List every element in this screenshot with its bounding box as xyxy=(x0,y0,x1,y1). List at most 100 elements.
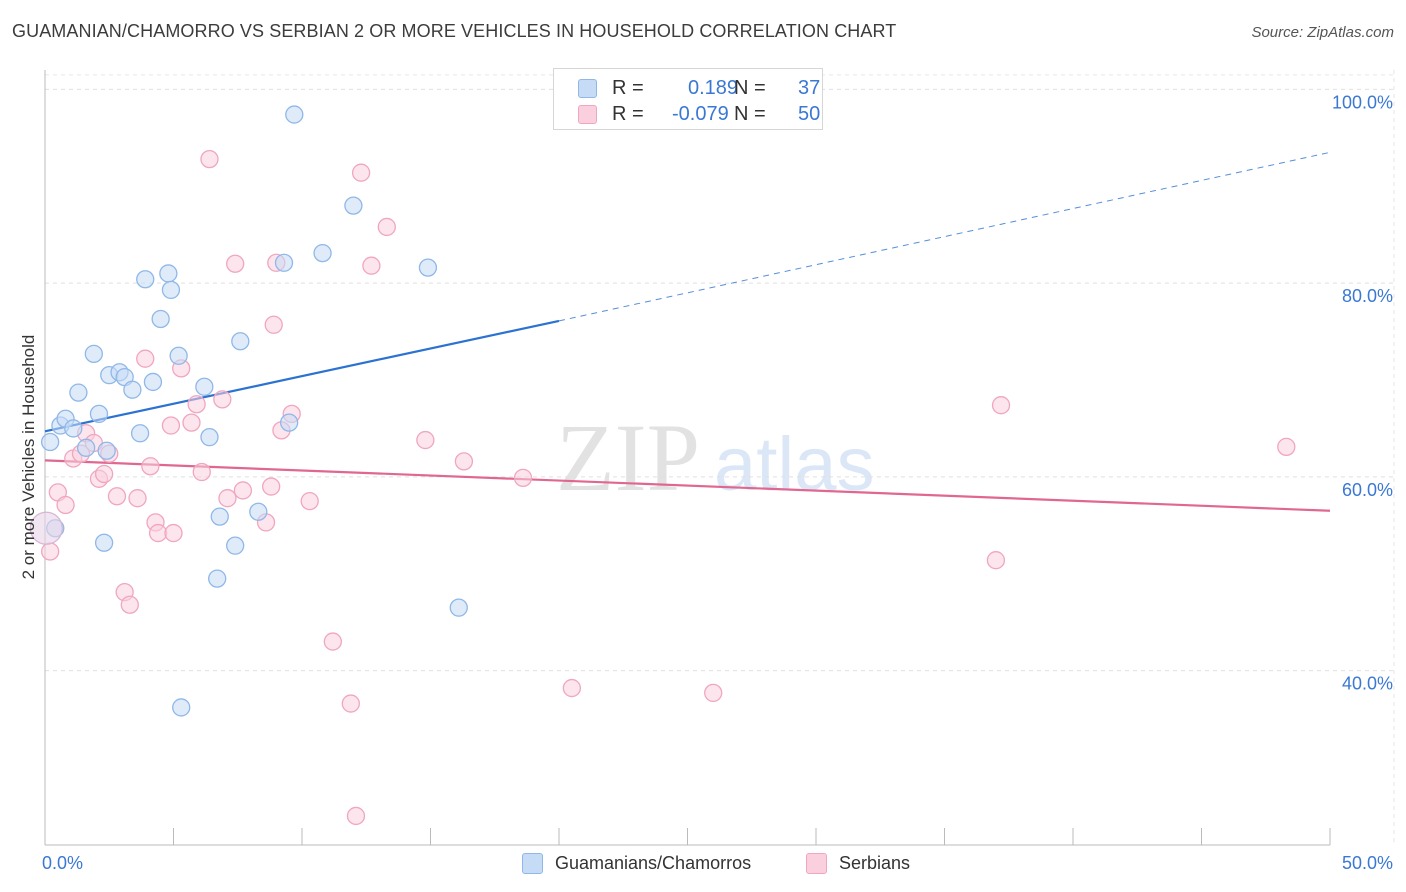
legend-n-value: 37 xyxy=(798,77,821,99)
data-points xyxy=(29,105,1296,826)
y-tick-label: 80.0% xyxy=(1342,286,1393,306)
point-guamanian xyxy=(344,196,363,215)
point-guamanian xyxy=(226,536,245,555)
legend-r-label: R = xyxy=(612,77,644,99)
legend-label-guamanian: Guamanians/Chamorros xyxy=(555,853,752,873)
point-serbian xyxy=(991,396,1011,415)
point-guamanian xyxy=(123,380,142,399)
point-serbian xyxy=(161,416,181,435)
y-tick-label: 100.0% xyxy=(1332,92,1393,112)
axes xyxy=(44,70,1331,846)
point-guamanian xyxy=(130,424,150,443)
point-guamanian xyxy=(94,533,114,552)
point-guamanian xyxy=(84,344,103,363)
trend-lines xyxy=(44,151,1331,512)
point-guamanian xyxy=(313,243,332,263)
legend-label-serbian: Serbians xyxy=(839,853,911,873)
legend-r-value: -0.079 xyxy=(672,103,729,125)
point-guamanian xyxy=(279,413,299,432)
point-guamanian xyxy=(69,383,88,402)
watermark-atlas: atlas xyxy=(714,422,875,507)
series-legend: Guamanians/Chamorros Serbians xyxy=(522,852,942,876)
x-tick-label: 0.0% xyxy=(42,853,83,873)
point-guamanian xyxy=(89,404,109,424)
trend-line-extension xyxy=(558,151,1331,322)
point-guamanian xyxy=(40,432,60,452)
point-serbian xyxy=(300,491,319,511)
point-cluster xyxy=(29,511,63,545)
point-serbian xyxy=(704,683,723,703)
point-guamanian xyxy=(210,507,229,526)
point-serbian xyxy=(141,457,160,476)
point-guamanian xyxy=(76,438,96,457)
point-guamanian xyxy=(418,258,438,277)
point-serbian xyxy=(346,806,366,826)
point-serbian xyxy=(148,523,168,543)
point-guamanian xyxy=(161,280,181,300)
point-serbian xyxy=(341,694,360,713)
point-serbian xyxy=(323,632,342,651)
point-serbian xyxy=(107,487,127,506)
chart-title: GUAMANIAN/CHAMORRO VS SERBIAN 2 OR MORE … xyxy=(12,21,897,41)
point-guamanian xyxy=(249,502,268,521)
point-serbian xyxy=(362,256,381,275)
point-serbian xyxy=(94,464,114,484)
y-tick-label: 60.0% xyxy=(1342,480,1393,500)
point-serbian xyxy=(200,149,219,169)
point-serbian xyxy=(226,254,245,273)
point-serbian xyxy=(1277,437,1296,456)
chart-source: Source: ZipAtlas.com xyxy=(1251,24,1394,41)
point-serbian xyxy=(56,495,75,515)
point-guamanian xyxy=(195,377,214,396)
legend-n-label: N = xyxy=(734,103,766,125)
legend-swatch-serbian xyxy=(578,105,597,124)
trend-line-guamanian xyxy=(44,319,560,433)
stats-legend: R = 0.189 N = 37 R = -0.079 N = 50 xyxy=(553,68,823,130)
point-serbian xyxy=(264,315,283,334)
point-serbian xyxy=(262,477,281,496)
point-guamanian xyxy=(172,698,191,717)
point-guamanian xyxy=(159,264,178,283)
point-guamanian xyxy=(285,105,304,124)
point-guamanian xyxy=(64,419,83,438)
point-serbian xyxy=(233,481,253,500)
point-serbian xyxy=(192,462,211,482)
trend-line-serbian xyxy=(44,459,1331,512)
legend-r-value: 0.189 xyxy=(688,77,739,99)
legend-swatch-guamanian xyxy=(578,79,597,98)
legend-n-value: 50 xyxy=(798,103,821,125)
point-serbian xyxy=(128,489,147,508)
y-axis-title: 2 or more Vehicles in Household xyxy=(19,334,38,580)
point-serbian xyxy=(562,678,581,698)
tick-labels: 100.0% 80.0% 60.0% 40.0% 0.0% 50.0% xyxy=(42,92,1393,873)
point-serbian xyxy=(136,349,155,368)
point-guamanian xyxy=(151,309,170,329)
point-guamanian xyxy=(97,441,116,460)
point-serbian xyxy=(454,452,474,471)
point-serbian xyxy=(351,163,371,182)
point-guamanian xyxy=(231,332,250,351)
point-serbian xyxy=(986,551,1006,570)
y-tick-label: 40.0% xyxy=(1342,674,1393,694)
legend-n-label: N = xyxy=(734,77,766,99)
point-serbian xyxy=(182,413,201,432)
point-guamanian xyxy=(449,598,468,617)
watermark: ZIP atlas xyxy=(556,404,875,511)
x-tick-label: 50.0% xyxy=(1342,853,1393,873)
point-serbian xyxy=(416,430,435,450)
point-guamanian xyxy=(200,428,219,447)
watermark-zip: ZIP xyxy=(556,404,700,511)
legend-swatch-guamanian xyxy=(522,853,543,874)
point-guamanian xyxy=(136,270,155,289)
point-guamanian xyxy=(169,346,188,365)
legend-r-label: R = xyxy=(612,103,644,125)
point-serbian xyxy=(164,523,183,543)
point-serbian xyxy=(120,595,139,614)
point-serbian xyxy=(377,217,396,237)
point-serbian xyxy=(187,395,206,414)
point-guamanian xyxy=(208,569,227,588)
legend-swatch-serbian xyxy=(806,853,827,874)
point-serbian xyxy=(213,390,232,409)
point-serbian xyxy=(513,468,533,487)
